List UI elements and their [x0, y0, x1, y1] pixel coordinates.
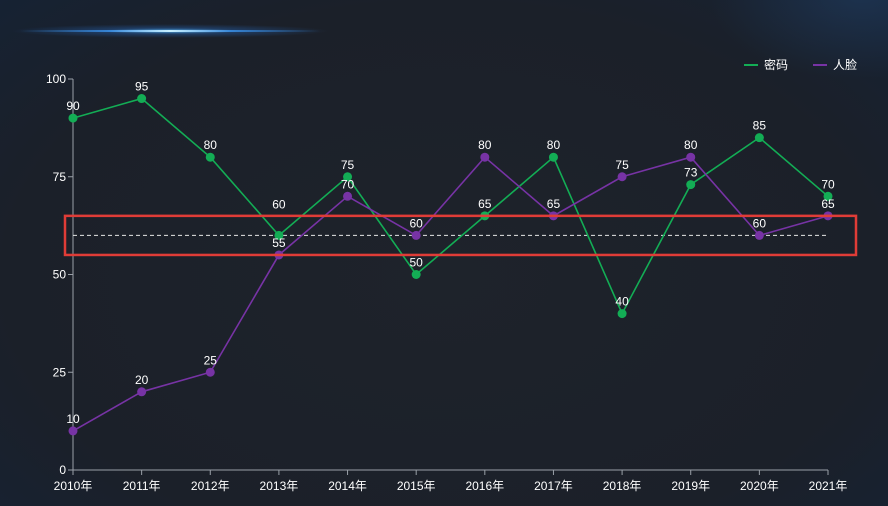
data-label: 75: [341, 158, 355, 172]
legend-swatch-mima: [744, 63, 758, 66]
data-point: [68, 113, 78, 123]
legend-label-renlian: 人脸: [833, 58, 858, 72]
x-tick-label: 2015年: [397, 479, 436, 493]
data-label: 25: [204, 353, 218, 367]
series-line-0: [72, 97, 829, 316]
data-point: [617, 309, 627, 319]
data-point: [823, 191, 833, 201]
corner-glow-decoration: [708, 0, 888, 80]
data-label: 20: [135, 373, 149, 387]
data-label: 73: [684, 166, 698, 180]
data-label: 55: [272, 236, 286, 250]
data-point: [205, 367, 215, 377]
x-tick-label: 2012年: [191, 479, 230, 493]
x-tick-label: 2021年: [809, 479, 848, 493]
x-tick-label: 2011年: [123, 479, 161, 493]
legend-item-renlian[interactable]: 人脸: [813, 56, 857, 73]
x-tick-label: 2014年: [328, 479, 367, 493]
data-label: 80: [478, 138, 492, 152]
data-point: [617, 172, 627, 182]
y-tick-label: 75: [53, 170, 67, 184]
data-label: 75: [615, 158, 629, 172]
data-point: [686, 152, 696, 162]
data-label: 85: [753, 119, 767, 133]
data-label: 80: [547, 138, 561, 152]
data-point: [205, 152, 215, 162]
y-tick-label: 100: [46, 72, 66, 86]
data-label: 70: [341, 177, 355, 191]
data-label: 60: [272, 197, 286, 211]
data-point: [274, 230, 284, 240]
data-point: [548, 152, 558, 162]
x-tick-label: 2013年: [260, 479, 299, 493]
y-tick-label: 0: [59, 463, 66, 477]
series-line-1: [72, 156, 829, 432]
y-tick-label: 50: [53, 268, 67, 282]
data-point: [343, 172, 353, 182]
data-label: 10: [66, 412, 80, 426]
data-label: 60: [410, 216, 424, 230]
data-label: 60: [753, 216, 767, 230]
x-tick-label: 2018年: [603, 479, 642, 493]
data-point: [68, 426, 78, 436]
highlight-band: [63, 214, 858, 257]
data-point: [754, 230, 764, 240]
header-glow-line: [20, 30, 320, 32]
data-label: 65: [478, 197, 492, 211]
legend-swatch-renlian: [813, 63, 827, 66]
data-point: [137, 94, 147, 104]
data-point: [343, 191, 353, 201]
legend-item-mima[interactable]: 密码: [744, 56, 788, 73]
data-label: 65: [547, 197, 561, 211]
x-tick-label: 2016年: [465, 479, 504, 493]
data-point: [754, 133, 764, 143]
data-label: 95: [135, 80, 149, 94]
data-label: 80: [684, 138, 698, 152]
data-point: [480, 152, 490, 162]
data-label: 70: [821, 177, 835, 191]
data-label: 65: [821, 197, 835, 211]
x-tick-label: 2017年: [534, 479, 573, 493]
data-point: [411, 230, 421, 240]
x-tick-label: 2019年: [671, 479, 710, 493]
data-label: 80: [204, 138, 218, 152]
data-label: 50: [410, 256, 424, 270]
x-tick-label: 2010年: [54, 479, 93, 493]
data-point: [411, 270, 421, 279]
data-point: [137, 387, 147, 397]
data-point: [686, 180, 696, 190]
y-tick-label: 25: [53, 365, 67, 379]
legend-label-mima: 密码: [764, 58, 789, 72]
data-label: 40: [615, 295, 629, 309]
data-label: 90: [66, 99, 80, 113]
x-tick-label: 2020年: [740, 479, 779, 493]
